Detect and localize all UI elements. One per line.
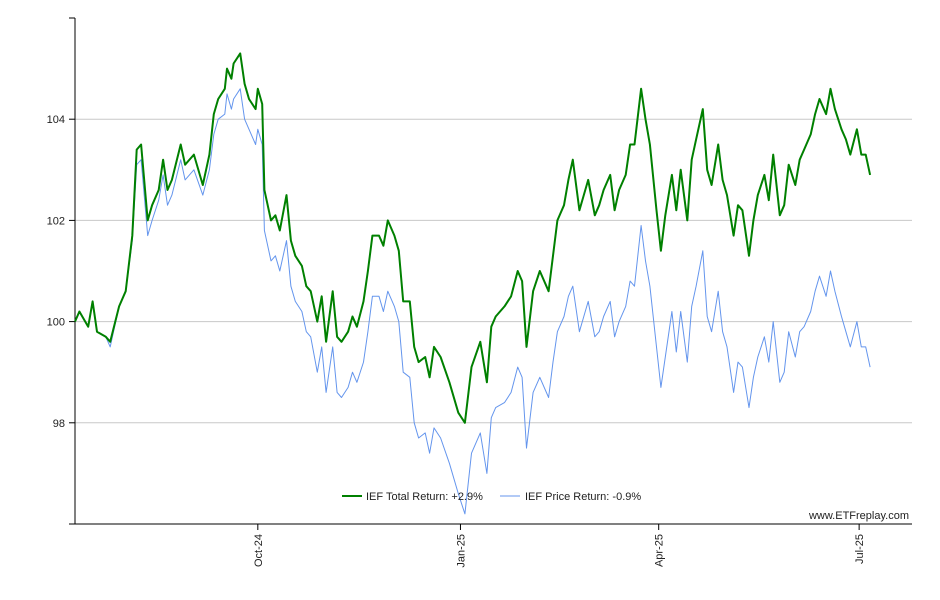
y-tick-label: 102	[47, 215, 65, 227]
grid-layer	[75, 118, 912, 424]
series-line-total-return	[74, 52, 872, 424]
x-tick-label: Jul-25	[854, 534, 866, 564]
y-tick-label: 100	[47, 317, 65, 329]
y-tick-label: 104	[47, 114, 65, 126]
legend: IEF Total Return: +2.9% IEF Price Return…	[342, 491, 641, 503]
y-tick-label: 98	[53, 418, 65, 430]
x-tick-label: Apr-25	[654, 534, 666, 567]
axis-layer: 98 100 102 104 Oct-24 Jan-25 Apr-25 Jul-25	[47, 17, 912, 568]
series-line-price-return	[74, 88, 871, 515]
x-tick-label: Jan-25	[455, 534, 467, 568]
watermark-text: www.ETFreplay.com	[808, 510, 909, 522]
legend-label-total-return: IEF Total Return: +2.9%	[366, 491, 483, 503]
legend-label-price-return: IEF Price Return: -0.9%	[525, 491, 641, 503]
x-tick-label: Oct-24	[253, 534, 265, 567]
series-layer	[74, 52, 872, 515]
